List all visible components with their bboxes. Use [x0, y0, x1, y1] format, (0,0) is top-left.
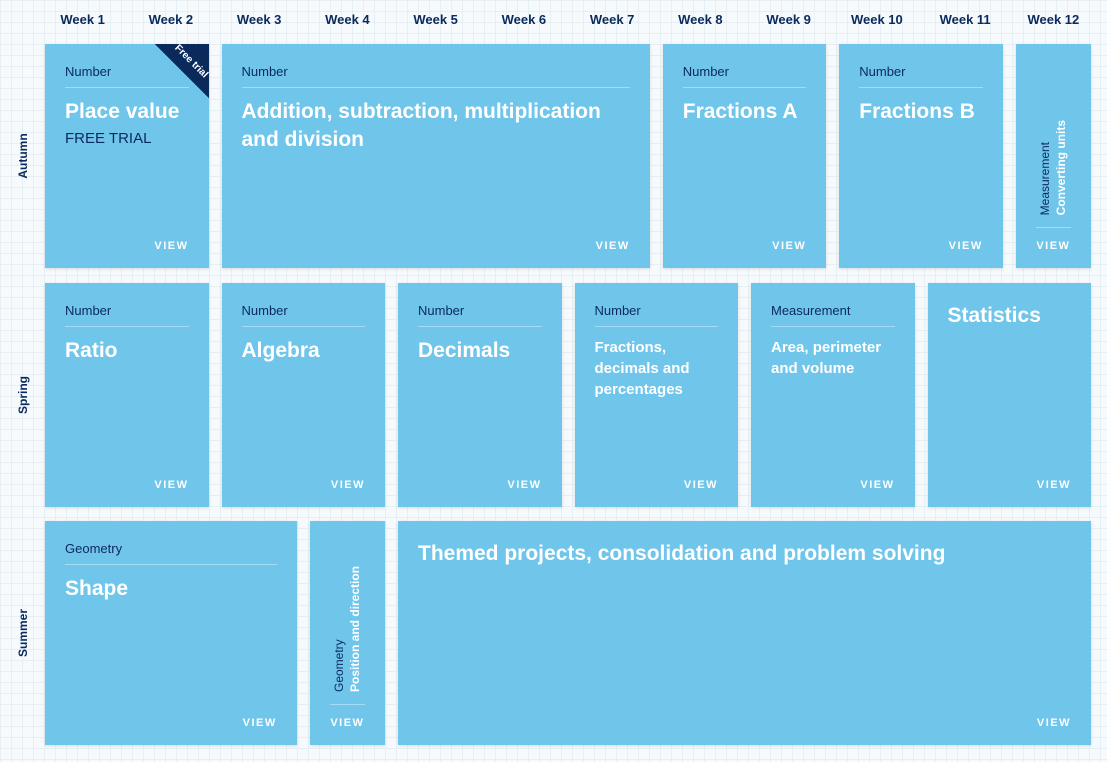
card-title: Fractions, decimals and percentages	[594, 338, 690, 398]
week-label: Week 4	[325, 12, 370, 27]
card-algebra[interactable]: Number Algebra VIEW	[221, 282, 385, 507]
card-statistics[interactable]: Statistics VIEW	[927, 282, 1091, 507]
card-strand: Geometry	[65, 541, 277, 565]
card-title: Themed projects, consolidation and probl…	[418, 542, 946, 565]
week-label: Week 5	[413, 12, 458, 27]
view-button[interactable]: VIEW	[1036, 240, 1071, 252]
view-button[interactable]: VIEW	[154, 478, 189, 491]
view-button[interactable]: VIEW	[154, 240, 189, 252]
card-place-value[interactable]: Free trial Number Place value FREE TRIAL…	[45, 44, 209, 268]
term-autumn: Autumn	[15, 133, 30, 179]
card-title: Fractions B	[859, 100, 975, 123]
card-fractions-b[interactable]: Number Fractions B VIEW	[839, 44, 1003, 268]
view-button[interactable]: VIEW	[772, 240, 807, 252]
card-strand: Number	[418, 303, 542, 327]
view-button[interactable]: VIEW	[330, 717, 365, 729]
view-button[interactable]: VIEW	[1036, 717, 1071, 729]
card-title: Statistics	[947, 303, 1041, 327]
view-button[interactable]: VIEW	[330, 478, 365, 491]
view-button[interactable]: VIEW	[1036, 478, 1071, 491]
scheme-grid: Free trial Number Place value FREE TRIAL…	[45, 44, 1091, 745]
card-title: Algebra	[241, 338, 320, 362]
card-title: Converting units	[1054, 119, 1069, 215]
term-labels: Autumn Spring Summer	[0, 44, 45, 760]
card-strand: Geometry	[332, 639, 347, 692]
week-label: Week 9	[766, 12, 811, 27]
card-strand: Number	[241, 303, 365, 327]
card-strand: Measurement	[1038, 141, 1053, 215]
card-strand: Number	[859, 64, 983, 88]
card-fdp[interactable]: Number Fractions, decimals and percentag…	[574, 282, 738, 507]
card-title: Addition, subtraction, multiplication an…	[241, 100, 601, 151]
card-title: Position and direction	[348, 565, 363, 692]
view-button[interactable]: VIEW	[595, 240, 630, 252]
week-label: Week 1	[60, 12, 105, 27]
card-fractions-a[interactable]: Number Fractions A VIEW	[662, 44, 827, 268]
view-button[interactable]: VIEW	[507, 478, 542, 491]
view-button[interactable]: VIEW	[948, 240, 983, 252]
card-title: Area, perimeter and volume	[771, 338, 882, 377]
week-label: Week 11	[939, 12, 991, 27]
week-label: Week 12	[1027, 12, 1080, 27]
card-strand: Number	[682, 64, 807, 88]
card-position-direction[interactable]: Geometry Position and direction VIEW	[309, 521, 385, 745]
divider	[1035, 227, 1071, 228]
week-label: Week 10	[850, 12, 903, 27]
view-button[interactable]: VIEW	[860, 478, 895, 491]
card-strand: Number	[65, 303, 189, 327]
card-title: Decimals	[418, 338, 511, 362]
card-strand: Number	[594, 303, 718, 327]
week-label: Week 2	[148, 12, 194, 27]
card-ratio[interactable]: Number Ratio VIEW	[45, 282, 209, 507]
card-themed-projects[interactable]: Themed projects, consolidation and probl…	[398, 521, 1091, 745]
card-title: Shape	[65, 577, 129, 600]
card-title: Fractions A	[682, 100, 798, 123]
card-strand: Number	[65, 64, 189, 88]
week-label: Week 6	[501, 12, 547, 27]
week-label: Week 8	[678, 12, 723, 27]
card-title: Place value	[65, 100, 180, 123]
card-strand: Number	[241, 64, 630, 88]
view-button[interactable]: VIEW	[242, 717, 277, 729]
term-spring: Spring	[15, 375, 30, 414]
week-header: Week 1 Week 2 Week 3 Week 4 Week 5 Week …	[45, 12, 1091, 27]
view-button[interactable]: VIEW	[683, 478, 718, 491]
divider	[329, 704, 365, 705]
card-area-perimeter-volume[interactable]: Measurement Area, perimeter and volume V…	[751, 282, 915, 507]
card-subtitle: FREE TRIAL	[65, 130, 152, 147]
card-four-operations[interactable]: Number Addition, subtraction, multiplica…	[221, 44, 650, 268]
term-summer: Summer	[15, 608, 30, 658]
week-label: Week 3	[236, 12, 282, 27]
week-label: Week 7	[589, 12, 635, 27]
card-decimals[interactable]: Number Decimals VIEW	[398, 282, 562, 507]
card-strand: Measurement	[771, 303, 895, 327]
card-converting-units[interactable]: Measurement Converting units VIEW	[1015, 44, 1091, 268]
card-title: Ratio	[65, 338, 118, 362]
free-trial-ribbon: Free trial	[154, 44, 209, 98]
card-shape[interactable]: Geometry Shape VIEW	[45, 521, 297, 745]
